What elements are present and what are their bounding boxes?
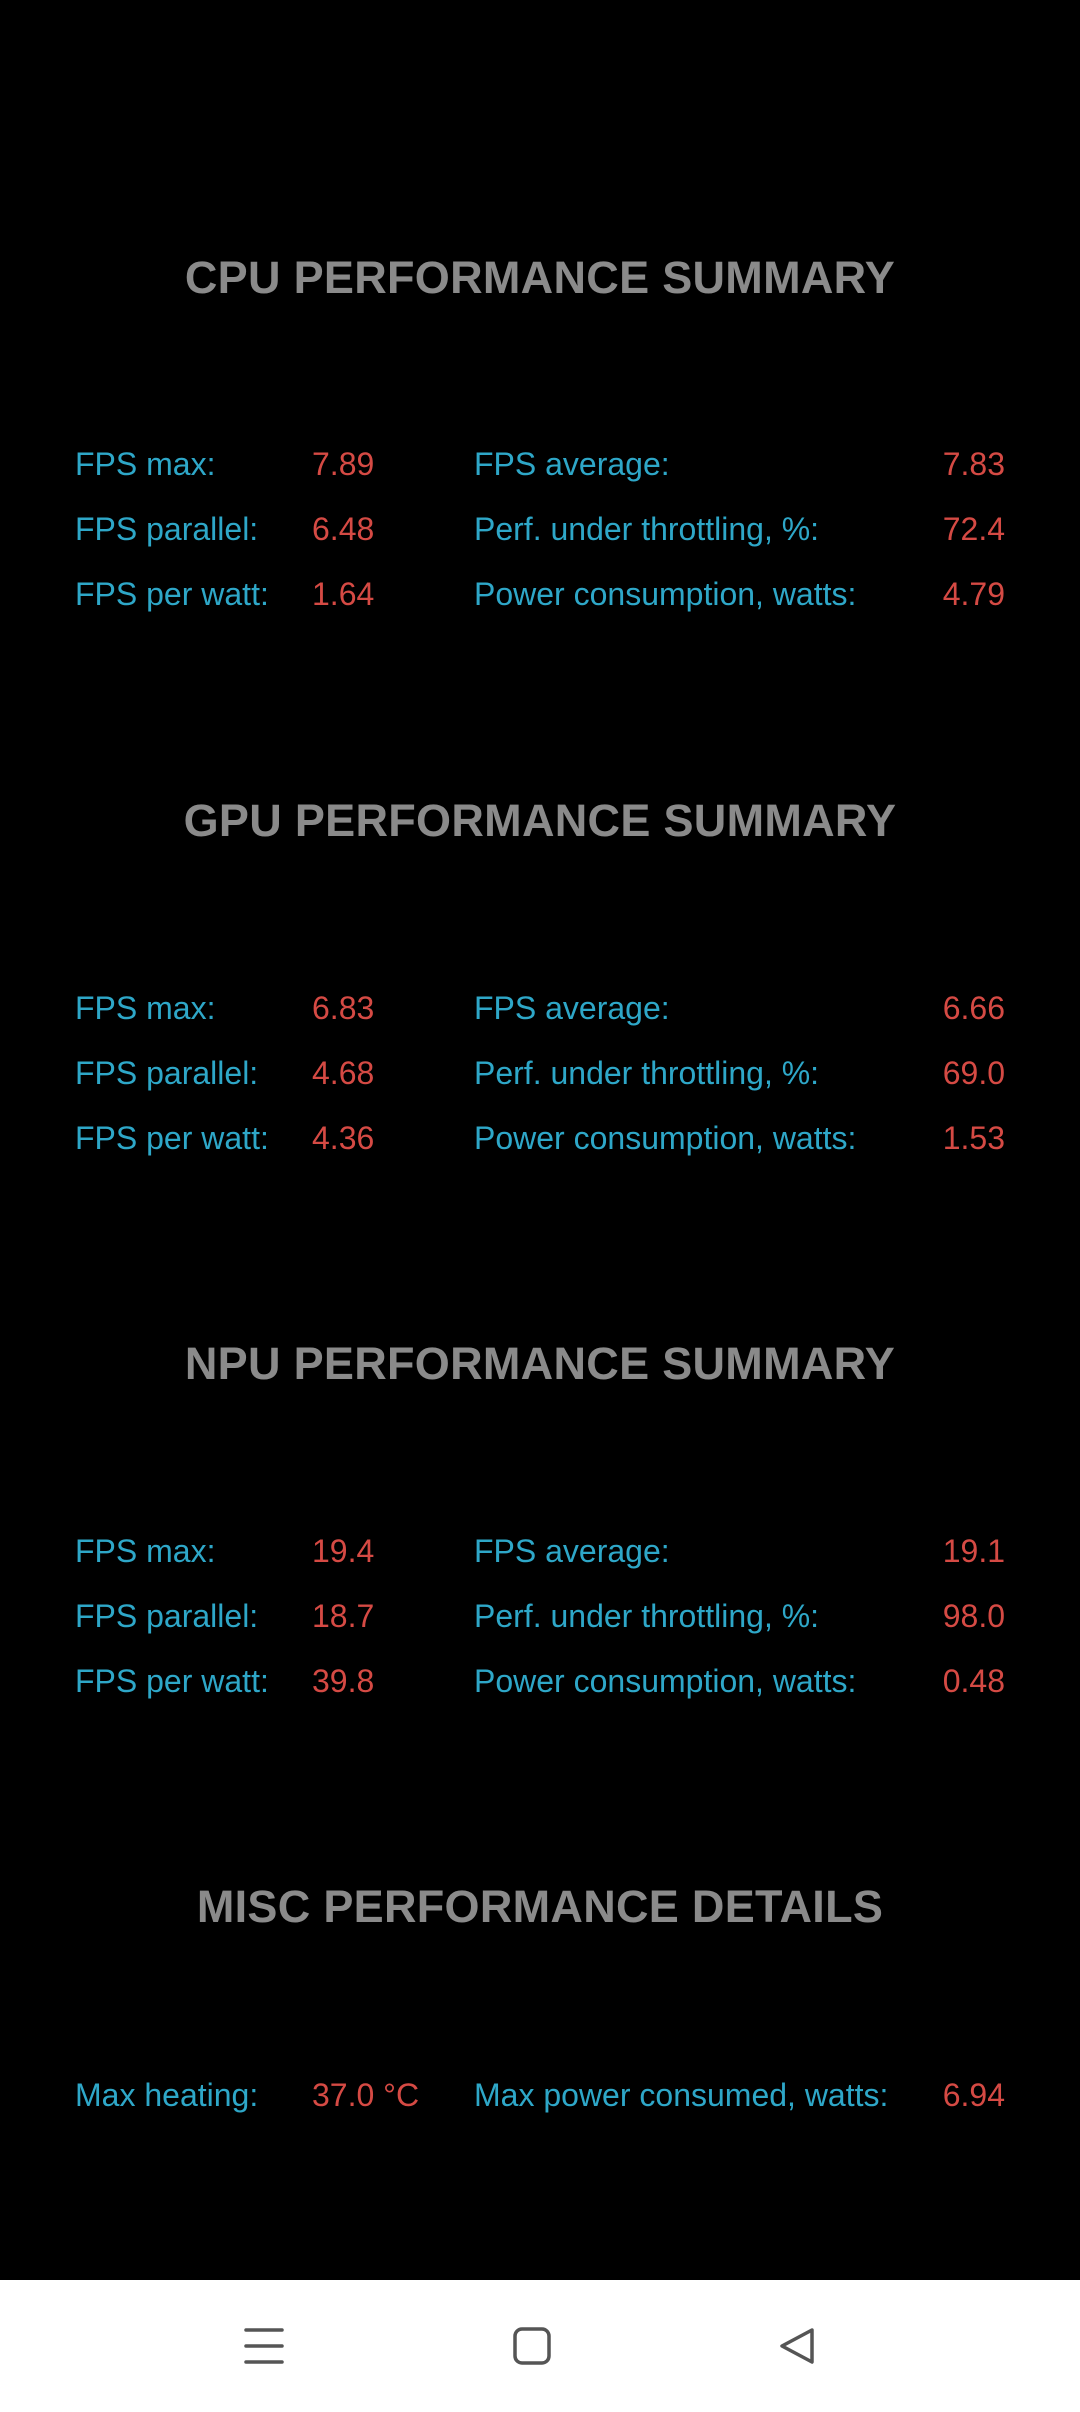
back-button[interactable] (757, 2306, 837, 2386)
back-triangle-icon (780, 2328, 814, 2364)
stat-label: FPS average: (474, 990, 670, 1026)
stat-value: 72.4 (942, 511, 1005, 547)
stat-value: 19.4 (312, 1533, 375, 1569)
menu-button[interactable] (224, 2306, 304, 2386)
cpu-row-fps-parallel: FPS parallel: 6.48 Perf. under throttlin… (0, 504, 1080, 554)
stat-value: 1.64 (312, 576, 375, 612)
stat-label: FPS per watt: (75, 1663, 269, 1699)
menu-icon (244, 2328, 284, 2364)
stat-label: FPS max: (75, 990, 216, 1026)
npu-row-fps-per-watt: FPS per watt: 39.8 Power consumption, wa… (0, 1656, 1080, 1706)
stat-value: 4.79 (942, 576, 1005, 612)
stat-label: Max power consumed, watts: (474, 2077, 889, 2113)
stat-label: Power consumption, watts: (474, 576, 857, 612)
misc-row-heating-power: Max heating: 37.0 °C Max power consumed,… (0, 2070, 1080, 2120)
stat-label: FPS max: (75, 446, 216, 482)
stat-value: 4.36 (312, 1120, 375, 1156)
stat-value: 7.83 (942, 446, 1005, 482)
npu-row-fps-max: FPS max: 19.4 FPS average: 19.1 (0, 1526, 1080, 1576)
npu-row-fps-parallel: FPS parallel: 18.7 Perf. under throttlin… (0, 1591, 1080, 1641)
stat-value: 7.89 (312, 446, 375, 482)
stat-label: FPS per watt: (75, 1120, 269, 1156)
stat-value: 19.1 (942, 1533, 1005, 1569)
home-button[interactable] (492, 2306, 572, 2386)
gpu-section-title: GPU PERFORMANCE SUMMARY (183, 795, 897, 846)
stat-label: Power consumption, watts: (474, 1663, 857, 1699)
home-square-icon (513, 2327, 551, 2365)
stat-label: FPS per watt: (75, 576, 269, 612)
stat-label: FPS average: (474, 446, 670, 482)
stat-value: 6.83 (312, 990, 375, 1026)
stat-label: Power consumption, watts: (474, 1120, 857, 1156)
stat-label: Perf. under throttling, %: (474, 1598, 820, 1634)
stat-value: 39.8 (312, 1663, 375, 1699)
stat-label: Perf. under throttling, %: (474, 511, 820, 547)
stat-value: 0.48 (942, 1663, 1005, 1699)
stat-label: FPS parallel: (75, 1598, 259, 1634)
stat-value: 4.68 (312, 1055, 375, 1091)
stat-value: 18.7 (312, 1598, 375, 1634)
gpu-row-fps-per-watt: FPS per watt: 4.36 Power consumption, wa… (0, 1113, 1080, 1163)
stat-label: FPS average: (474, 1533, 670, 1569)
gpu-row-fps-max: FPS max: 6.83 FPS average: 6.66 (0, 983, 1080, 1033)
npu-section-title: NPU PERFORMANCE SUMMARY (184, 1338, 896, 1389)
stat-value: 98.0 (942, 1598, 1005, 1634)
stat-value: 69.0 (942, 1055, 1005, 1091)
stat-label: FPS parallel: (75, 1055, 259, 1091)
cpu-row-fps-per-watt: FPS per watt: 1.64 Power consumption, wa… (0, 569, 1080, 619)
stat-value: 6.48 (312, 511, 375, 547)
stat-label: Perf. under throttling, %: (474, 1055, 820, 1091)
stat-value: 1.53 (942, 1120, 1005, 1156)
stat-label: FPS max: (75, 1533, 216, 1569)
misc-section-title: MISC PERFORMANCE DETAILS (196, 1881, 884, 1932)
stat-label: FPS parallel: (75, 511, 259, 547)
stat-value: 6.94 (942, 2077, 1005, 2113)
gpu-row-fps-parallel: FPS parallel: 4.68 Perf. under throttlin… (0, 1048, 1080, 1098)
stat-label: Max heating: (75, 2077, 259, 2113)
cpu-row-fps-max: FPS max: 7.89 FPS average: 7.83 (0, 439, 1080, 489)
stat-value: 37.0 °C (312, 2077, 420, 2113)
cpu-section-title: CPU PERFORMANCE SUMMARY (184, 252, 896, 303)
stat-value: 6.66 (942, 990, 1005, 1026)
navigation-bar (0, 2280, 1080, 2412)
